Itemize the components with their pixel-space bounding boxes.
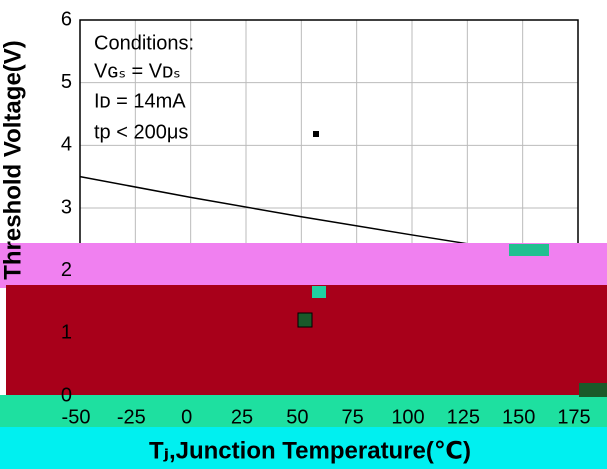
y-axis-label: Threshold Voltage(V) bbox=[0, 40, 26, 280]
annotation-line: Iᴅ = 14mA bbox=[94, 90, 186, 112]
x-tick-label: 125 bbox=[447, 406, 480, 428]
y-tick-label: 4 bbox=[61, 134, 72, 156]
x-tick-label: 0 bbox=[181, 406, 192, 428]
y-tick-label: 3 bbox=[61, 196, 72, 218]
x-tick-label: 100 bbox=[391, 406, 424, 428]
x-tick-label: -50 bbox=[62, 406, 91, 428]
y-tick-label: 5 bbox=[61, 71, 72, 93]
x-tick-label: 175 bbox=[557, 406, 590, 428]
glitch-block bbox=[312, 286, 326, 298]
glitch-block bbox=[298, 313, 312, 327]
x-tick-label: 150 bbox=[502, 406, 535, 428]
y-tick-label: 6 bbox=[61, 8, 72, 30]
chart: -50 -25 0 25 50 75 100 125 150 175 0 1 2 3 4 5 6 Conditi… bbox=[0, 0, 607, 469]
glitch-band bbox=[6, 285, 607, 395]
x-tick-label: 50 bbox=[286, 406, 308, 428]
glitch-block bbox=[579, 383, 607, 397]
y-tick-label: 0 bbox=[61, 384, 72, 406]
x-tick-label: 25 bbox=[231, 406, 253, 428]
x-tick-label: 75 bbox=[342, 406, 364, 428]
y-tick-label: 1 bbox=[61, 322, 72, 344]
x-tick-label: -25 bbox=[117, 406, 146, 428]
glitch-block bbox=[509, 244, 549, 256]
x-axis-label: Tⱼ,Junction Temperature(℃) bbox=[149, 437, 471, 464]
annotation-line: Vɢₛ = Vᴅₛ bbox=[94, 60, 181, 82]
glitch-dot bbox=[313, 131, 319, 137]
annotation-title: Conditions: bbox=[94, 32, 194, 54]
annotation-line: tp < 200μs bbox=[94, 121, 188, 143]
y-tick-label: 2 bbox=[61, 259, 72, 281]
